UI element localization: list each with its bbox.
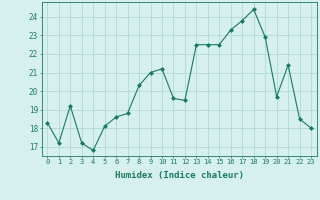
X-axis label: Humidex (Indice chaleur): Humidex (Indice chaleur): [115, 171, 244, 180]
